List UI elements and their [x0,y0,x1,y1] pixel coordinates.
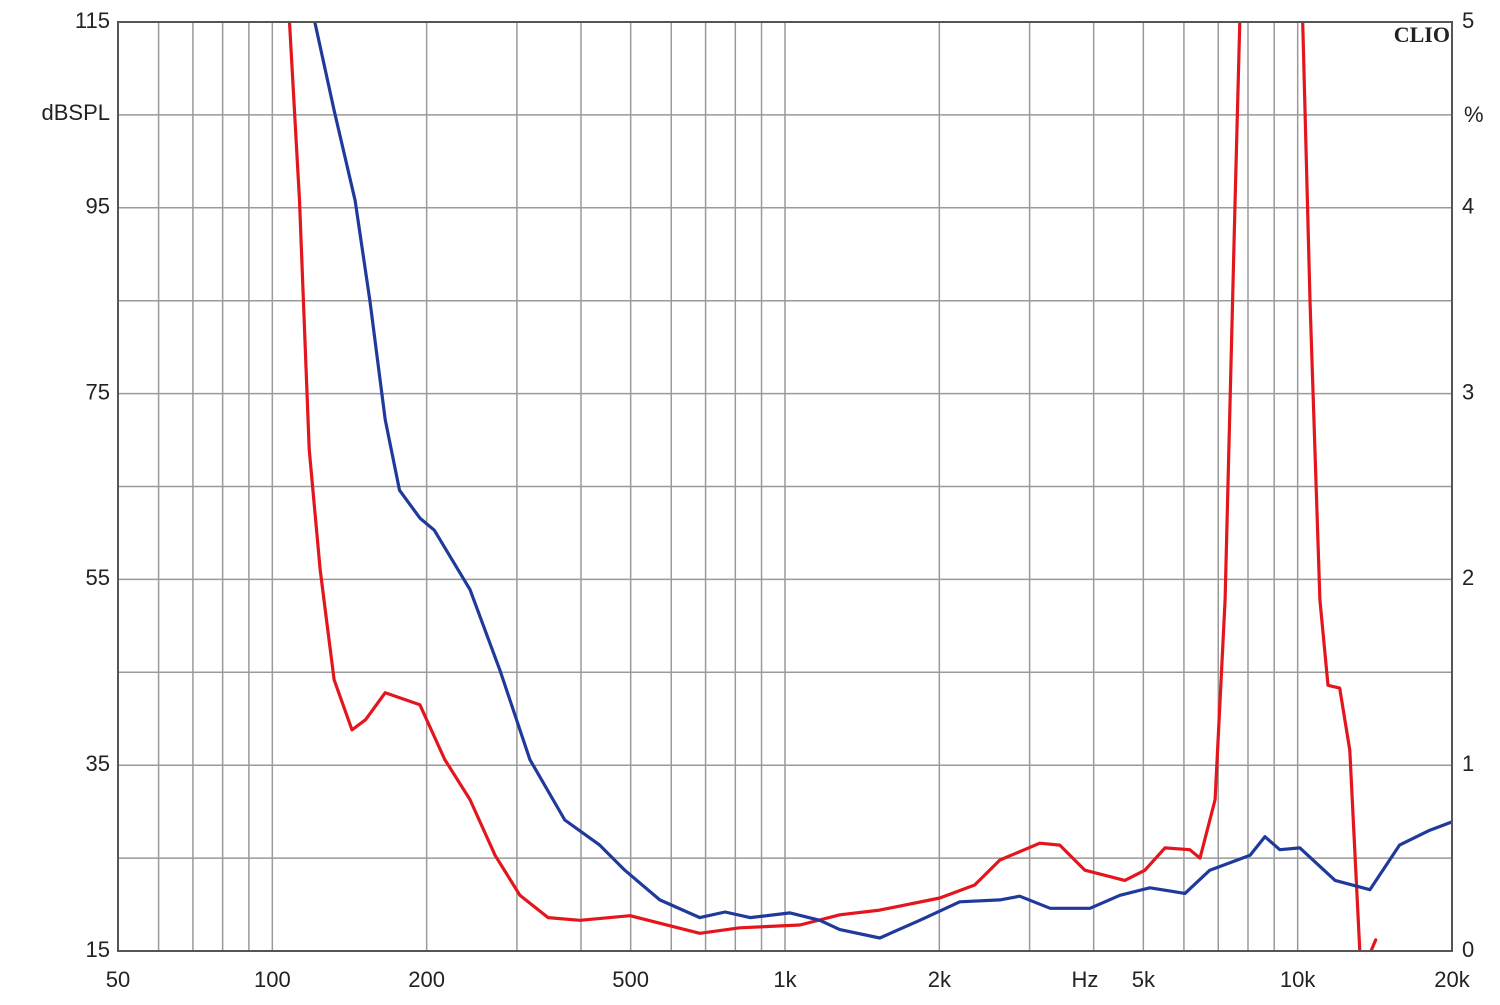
y-tick-label: 35 [86,751,110,776]
x-axis-label: Hz [1072,967,1099,992]
x-tick-label: 200 [408,967,445,992]
x-tick-label: 20k [1434,967,1470,992]
y-axis-label: dBSPL [42,100,111,125]
y-tick-label: 115 [75,8,110,33]
x-tick-label: 1k [773,967,797,992]
logo: CLIO [1394,22,1450,47]
series-line [313,22,1452,940]
y2-tick-label: 3 [1462,379,1474,404]
x-tick-label: 2k [928,967,952,992]
x-tick-label: 100 [254,967,291,992]
plot-area [287,22,1452,951]
x-tick-label: 10k [1280,967,1316,992]
series-line [287,22,1378,951]
y2-tick-label: 0 [1462,937,1474,962]
x-tick-label: 50 [106,967,130,992]
y-tick-label: 55 [86,565,110,590]
grid [117,21,1453,952]
y2-tick-label: 5 [1462,8,1474,33]
x-tick-label: 5k [1132,967,1156,992]
y2-tick-label: 1 [1462,751,1474,776]
x-tick-label: 500 [612,967,649,992]
y-tick-label: 95 [86,194,110,219]
y2-tick-label: 2 [1462,565,1474,590]
y2-tick-label: 4 [1462,194,1474,219]
y2-axis-label: % [1464,102,1484,127]
y-tick-label: 15 [86,937,110,962]
y-tick-label: 75 [86,379,110,404]
plot-frame [117,21,1453,952]
